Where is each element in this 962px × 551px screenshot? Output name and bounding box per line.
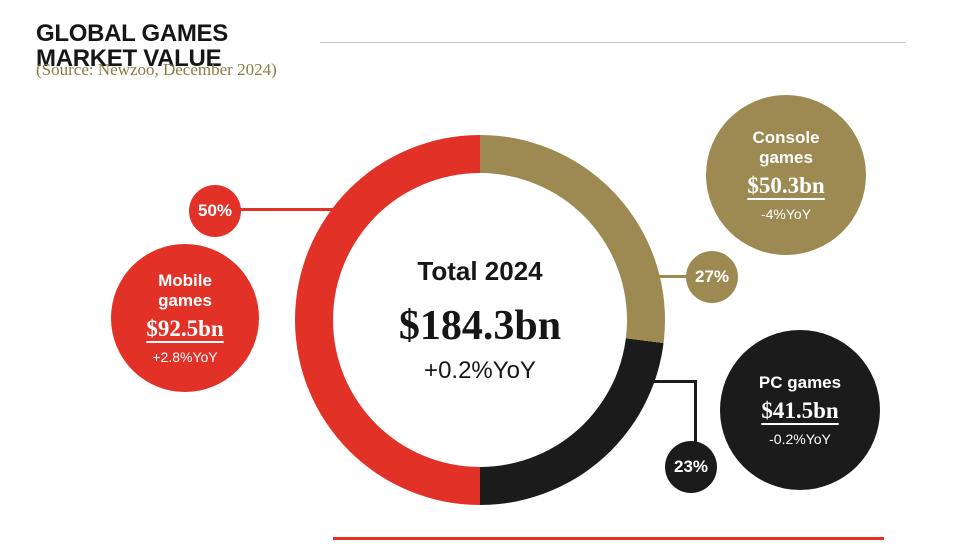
top-rule xyxy=(320,42,906,43)
page-title: GLOBAL GAMES MARKET VALUE xyxy=(36,20,228,73)
bubble-mobile-value: $92.5bn xyxy=(146,316,224,342)
bubble-console-yoy: -4%YoY xyxy=(760,206,812,223)
connector-mobile-line xyxy=(230,208,335,211)
center-title: Total 2024 xyxy=(417,255,543,286)
bubble-mobile-yoy: +2.8%YoY xyxy=(152,349,218,366)
donut-chart: Total 2024 $184.3bn +0.2%YoY xyxy=(295,135,665,505)
bottom-rule xyxy=(333,537,884,540)
bubble-pc-value: $41.5bn xyxy=(761,398,839,424)
center-value: $184.3bn xyxy=(398,302,562,349)
bubble-mobile-label: Mobile games xyxy=(158,270,212,310)
percent-badge-mobile: 50% xyxy=(189,185,241,237)
source-note: (Source: Newzoo, December 2024) xyxy=(36,60,277,79)
bubble-pc-label: PC games xyxy=(758,372,842,392)
bubble-pc-yoy: -0.2%YoY xyxy=(769,431,831,448)
bubble-console-games: Console games $50.3bn -4%YoY xyxy=(706,95,866,255)
bubble-console-value: $50.3bn xyxy=(747,173,825,199)
bubble-pc-games: PC games $41.5bn -0.2%YoY xyxy=(720,330,880,490)
donut-center: Total 2024 $184.3bn +0.2%YoY xyxy=(333,173,627,467)
bubble-mobile-games: Mobile games $92.5bn +2.8%YoY xyxy=(111,244,259,392)
page-title-line2: MARKET VALUE xyxy=(36,45,222,73)
percent-badge-pc: 23% xyxy=(665,441,717,493)
percent-badge-console: 27% xyxy=(686,251,738,303)
center-yoy: +0.2%YoY xyxy=(424,356,536,384)
connector-pc-elbow-vertical xyxy=(694,380,697,444)
connector-console-line xyxy=(655,275,693,278)
bubble-console-label: Console games xyxy=(752,127,820,167)
page-title-line1: GLOBAL GAMES xyxy=(36,20,228,48)
connector-pc-elbow-horizontal xyxy=(650,380,697,383)
